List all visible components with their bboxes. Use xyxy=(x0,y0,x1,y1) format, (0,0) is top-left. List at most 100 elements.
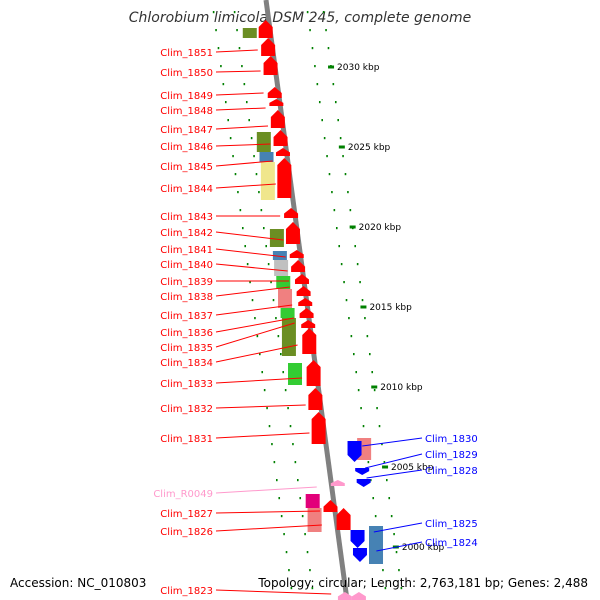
cog-block xyxy=(242,28,257,38)
gene-callout-line xyxy=(215,432,310,439)
track-guide-dot xyxy=(292,443,294,446)
sequence-ruler: 2030 kbp 2025 kbp 2020 kbp 2015 kbp 2010 kbp… xyxy=(328,63,445,553)
gene-arrow-forward xyxy=(301,320,316,328)
track-guide-dot xyxy=(384,587,387,590)
track-guide-dot xyxy=(282,371,285,374)
track-guide-dot xyxy=(383,461,386,464)
track-guide-dot xyxy=(232,155,234,158)
track-guide-dot xyxy=(395,551,398,554)
ruler-label: 2005 kbp xyxy=(391,463,434,473)
gene-label: Clim_1835 xyxy=(160,343,213,354)
ruler-tick xyxy=(349,225,356,229)
gene-label: Clim_1844 xyxy=(160,184,213,195)
cog-block xyxy=(280,308,295,318)
gene-arrow-forward xyxy=(311,412,326,444)
gene-label: Clim_1839 xyxy=(160,277,213,288)
track-guide-dot xyxy=(279,353,282,356)
gene-callout-line xyxy=(215,317,295,333)
gene-label: Clim_1850 xyxy=(160,68,213,79)
gene-arrow-forward xyxy=(258,20,273,38)
rna-feature xyxy=(337,592,352,600)
gene-callout-line xyxy=(215,404,306,409)
track-guide-dot xyxy=(368,353,371,356)
gene-label: Clim_1825 xyxy=(425,519,478,530)
gene-label: Clim_1834 xyxy=(160,358,213,369)
gene-callout-line xyxy=(215,248,286,258)
gene-arrow-forward xyxy=(285,222,300,244)
gene-label: Clim_1824 xyxy=(425,538,478,549)
track-guide-dot xyxy=(266,407,268,410)
track-guide-dot xyxy=(280,515,283,518)
track-guide-dot xyxy=(271,443,273,446)
cog-block xyxy=(278,289,293,308)
track-guide-dot xyxy=(285,551,288,554)
track-guide-dot xyxy=(268,425,271,428)
track-guide-dot xyxy=(249,281,251,284)
gene-label: Clim_1831 xyxy=(160,434,213,445)
track-guide-dot xyxy=(227,119,229,122)
gene-arrow-forward xyxy=(298,298,313,306)
track-guide-dot xyxy=(326,155,328,158)
track-guide-dot xyxy=(297,479,299,482)
track-guide-dot xyxy=(212,11,215,14)
track-guide-dot xyxy=(370,479,372,482)
ruler-label: 2000 kbp xyxy=(402,543,445,553)
gene-callout-line xyxy=(215,107,266,111)
rna-feature xyxy=(351,592,366,600)
gene-callout-line xyxy=(362,437,423,447)
track-guide-dot xyxy=(361,299,364,302)
track-guide-dot xyxy=(318,101,321,104)
ruler-tick xyxy=(371,385,378,389)
track-guide-dot xyxy=(349,209,352,212)
gene-arrow-reverse xyxy=(356,479,371,487)
gene-arrow-forward xyxy=(267,87,282,98)
track-guide-dot xyxy=(229,137,232,140)
track-guide-dot xyxy=(250,137,253,140)
track-guide-dot xyxy=(344,173,347,176)
track-guide-dot xyxy=(332,83,335,86)
track-guide-dot xyxy=(331,191,333,194)
track-guide-dot xyxy=(233,11,236,14)
ruler-tick xyxy=(382,465,389,469)
track-guide-dot xyxy=(334,101,337,104)
track-guide-dot xyxy=(273,461,276,464)
gene-arrow-forward xyxy=(296,286,311,296)
track-guide-dot xyxy=(239,209,242,212)
gene-label-callouts: Clim_1851 Clim_1850 Clim_1849 Clim_1848 Clim… xyxy=(153,48,477,597)
track-guide-dot xyxy=(255,173,258,176)
gene-arrow-forward xyxy=(277,158,292,198)
gene-callout-line xyxy=(215,263,288,272)
track-guide-dot xyxy=(284,389,287,392)
track-guide-dot xyxy=(371,371,374,374)
track-guide-dot xyxy=(366,335,369,338)
track-guide-dot xyxy=(262,227,265,230)
gene-arrow-forward xyxy=(275,148,290,156)
ruler-label: 2025 kbp xyxy=(348,143,391,153)
ruler-label: 2030 kbp xyxy=(337,63,380,73)
track-guide-dot xyxy=(354,245,357,248)
track-guide-dot xyxy=(306,551,309,554)
gene-callout-line xyxy=(215,160,273,167)
gene-label: Clim_1826 xyxy=(160,527,213,538)
track-guide-dot xyxy=(287,407,289,410)
cog-block xyxy=(260,162,275,200)
gene-label: Clim_1827 xyxy=(160,509,213,520)
ruler-label: 2020 kbp xyxy=(359,223,402,233)
track-guide-dot xyxy=(251,299,254,302)
track-guide-dot xyxy=(316,83,319,86)
gene-feature-track xyxy=(258,20,371,600)
gene-callout-line xyxy=(215,344,298,363)
gene-label: Clim_1823 xyxy=(160,586,213,597)
gene-callout-line xyxy=(215,125,269,130)
gene-label: Clim_1841 xyxy=(160,245,213,256)
gene-callout-line xyxy=(215,70,261,73)
track-guide-dot xyxy=(357,389,360,392)
gene-callout-line xyxy=(365,453,423,469)
gene-label: Clim_1830 xyxy=(425,434,478,445)
track-guide-dot xyxy=(309,569,311,572)
track-guide-dot xyxy=(265,245,268,248)
gene-callout-line xyxy=(366,469,423,479)
track-guide-dot xyxy=(400,587,403,590)
